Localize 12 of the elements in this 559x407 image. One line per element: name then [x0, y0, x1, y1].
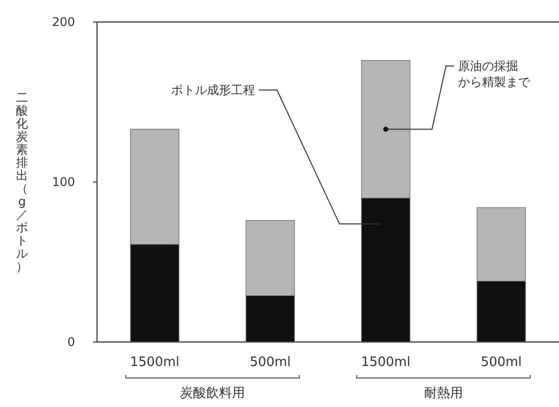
y-tick-label: 200	[52, 15, 75, 29]
text: 二酸化炭素排出（g／ボトル）	[16, 90, 28, 274]
x-tick-label: 500ml	[250, 355, 291, 370]
x-tick-label: 1500ml	[361, 355, 410, 370]
text: 炭酸飲料用	[180, 386, 245, 401]
y-tick-label: 0	[67, 335, 75, 349]
x-tick-label: 500ml	[480, 355, 522, 370]
y-tick-label: 100	[52, 175, 75, 189]
text: 原油の採掘から精製まで	[458, 59, 532, 89]
text: ボトル成形工程	[171, 83, 255, 97]
x-tick-label: 1500ml	[130, 355, 180, 370]
text: 耐熱用	[424, 386, 463, 401]
